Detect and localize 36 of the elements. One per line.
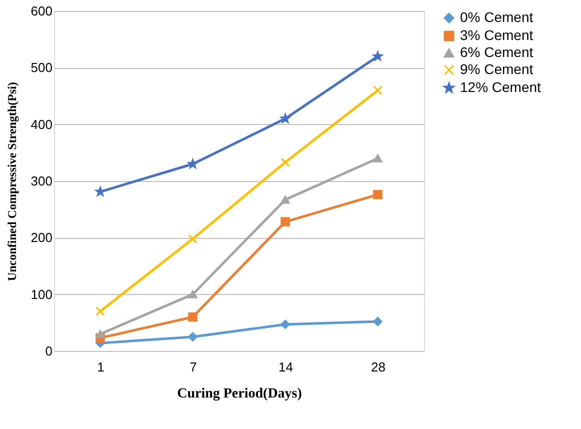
point <box>280 158 290 167</box>
point <box>96 306 105 316</box>
point <box>373 86 382 95</box>
legend-label: 6% Cement <box>460 44 534 60</box>
legend-label: 0% Cement <box>460 9 534 25</box>
legend-label: 3% Cement <box>460 27 534 43</box>
point <box>280 196 290 204</box>
point <box>188 332 198 342</box>
legend-label: 9% Cement <box>460 61 534 77</box>
x-tick-label: 28 <box>371 360 386 374</box>
point <box>96 330 105 338</box>
legend-label: 12% Cement <box>460 79 542 95</box>
y-tick-label: 300 <box>30 174 52 188</box>
point <box>188 290 198 298</box>
point <box>188 312 198 322</box>
y-axis-title: Unconfined Compressive Strength(Psi) <box>4 82 19 281</box>
y-tick-label: 400 <box>30 116 52 132</box>
y-tick-label: 600 <box>30 4 52 18</box>
point <box>373 190 382 200</box>
point <box>188 158 198 168</box>
point <box>280 114 290 123</box>
y-tick-label: 500 <box>30 60 52 76</box>
point <box>280 217 290 226</box>
point <box>373 154 382 162</box>
x-tick-label: 1 <box>97 360 104 374</box>
x-tick-label: 7 <box>190 360 197 374</box>
point <box>372 51 383 61</box>
y-tick-label: 100 <box>30 286 52 302</box>
point <box>95 186 106 196</box>
point <box>373 316 382 326</box>
y-tick-label: 0 <box>45 344 52 358</box>
point <box>280 320 290 329</box>
x-axis-title: Curing Period(Days) <box>177 386 302 402</box>
point <box>188 234 198 244</box>
x-tick-label: 14 <box>278 360 293 374</box>
y-tick-label: 200 <box>30 230 52 246</box>
